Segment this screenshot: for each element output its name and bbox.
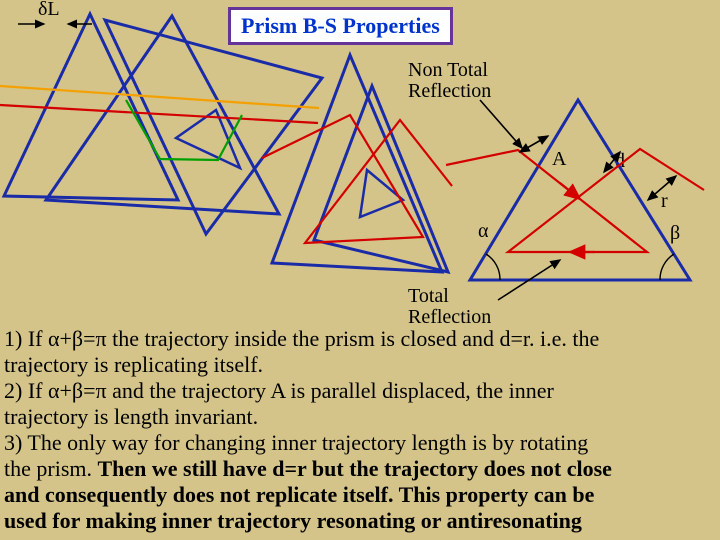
- bullet-1-line2: trajectory is replicating itself.: [4, 352, 712, 379]
- bullet-2-line2: trajectory is length invariant.: [4, 404, 712, 431]
- middle-cluster: [262, 55, 452, 272]
- right-cluster: [446, 100, 704, 300]
- bullet-2-line1: 2) If α+β=π and the trajectory A is para…: [4, 378, 712, 405]
- bullet-3-line2-bold: Then we still have d=r but the trajector…: [98, 456, 612, 481]
- left-cluster: [0, 14, 322, 234]
- bullet-3-line2: the prism. Then we still have d=r but th…: [4, 456, 712, 483]
- bullet-3-line3: and consequently does not replicate itse…: [4, 482, 712, 509]
- bullet-1-line1: 1) If α+β=π the trajectory inside the pr…: [4, 326, 712, 353]
- bullet-3-line2-plain: the prism.: [4, 456, 98, 481]
- bullet-3-line4: used for making inner trajectory resonat…: [4, 508, 712, 535]
- bullet-3-line1: 3) The only way for changing inner traje…: [4, 430, 712, 457]
